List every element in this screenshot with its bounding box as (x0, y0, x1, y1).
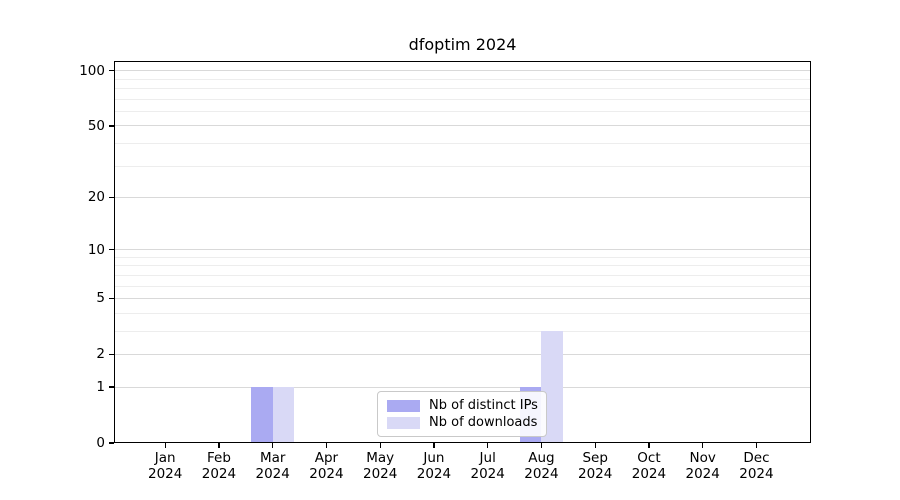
x-tick-year: 2024 (201, 466, 237, 482)
legend: Nb of distinct IPs Nb of downloads (377, 391, 547, 437)
x-tick-label: Jun 2024 (399, 450, 469, 482)
x-tick-mark (325, 443, 328, 448)
x-tick-year: 2024 (685, 466, 720, 482)
x-tick-mark (648, 443, 650, 448)
x-tick-mark (272, 443, 274, 448)
x-tick-mark (433, 443, 435, 448)
x-tick-year: 2024 (255, 466, 290, 482)
major-gridline (114, 196, 811, 198)
x-tick-mark (379, 443, 381, 448)
chart-title: dfoptim 2024 (408, 35, 517, 54)
minor-gridline (114, 165, 811, 167)
x-tick-year: 2024 (309, 466, 344, 482)
x-tick-month: Mar (259, 450, 286, 466)
x-tick-label: May 2024 (345, 450, 415, 482)
y-tick-label: 10 (87, 241, 105, 258)
legend-label-downloads: Nb of downloads (429, 415, 538, 430)
major-gridline (114, 70, 811, 72)
x-tick-month: Nov (689, 450, 716, 466)
y-tick-mark (109, 442, 114, 444)
y-tick-mark (109, 248, 114, 251)
minor-gridline (114, 330, 811, 332)
minor-gridline (114, 110, 811, 112)
legend-entry-distinct-ips: Nb of distinct IPs (387, 398, 538, 413)
y-tick-mark (109, 70, 114, 72)
major-gridline (114, 353, 811, 355)
bar-downloads (272, 387, 295, 443)
x-tick-year: 2024 (470, 466, 505, 482)
x-tick-label: Oct 2024 (614, 450, 684, 482)
legend-swatch-downloads (387, 416, 420, 429)
x-tick-month: Jul (479, 450, 496, 466)
x-tick-month: Jun (423, 450, 445, 466)
minor-gridline (114, 98, 811, 100)
x-tick-year: 2024 (148, 466, 183, 482)
x-tick-mark (164, 443, 166, 448)
bar-distinct-ips (251, 387, 273, 443)
x-tick-year: 2024 (416, 466, 452, 482)
y-tick-mark (109, 125, 114, 127)
x-tick-label: Nov 2024 (668, 450, 738, 482)
minor-gridline (114, 312, 811, 314)
x-tick-label: Apr 2024 (291, 450, 361, 482)
y-tick-label: 100 (79, 62, 105, 79)
legend-label-distinct-ips: Nb of distinct IPs (429, 398, 538, 413)
minor-gridline (114, 285, 811, 287)
y-tick-label: 20 (87, 189, 105, 206)
x-tick-year: 2024 (363, 466, 398, 482)
major-gridline (114, 297, 811, 299)
x-tick-mark (540, 443, 543, 448)
y-tick-mark (109, 386, 114, 388)
legend-entry-downloads: Nb of downloads (387, 415, 537, 430)
major-gridline (114, 125, 811, 127)
major-gridline (114, 386, 811, 388)
y-tick-label: 50 (87, 117, 105, 134)
y-tick-mark (109, 196, 114, 199)
minor-gridline (114, 265, 811, 267)
x-tick-month: Apr (314, 450, 339, 466)
minor-gridline (114, 88, 811, 90)
major-gridline (114, 249, 811, 251)
x-tick-label: Sep 2024 (560, 450, 630, 482)
x-tick-label: Dec 2024 (721, 450, 791, 482)
x-tick-label: Aug 2024 (506, 450, 576, 482)
x-tick-year: 2024 (739, 466, 774, 482)
x-tick-year: 2024 (524, 466, 559, 482)
minor-gridline (114, 78, 811, 80)
minor-gridline (114, 256, 811, 258)
y-tick-label: 2 (96, 346, 105, 363)
y-tick-label: 5 (96, 290, 105, 307)
x-tick-month: Feb (206, 450, 231, 466)
x-tick-month: Jan (154, 450, 176, 466)
minor-gridline (114, 274, 811, 276)
x-tick-year: 2024 (631, 466, 667, 482)
y-tick-mark (109, 297, 114, 300)
x-tick-month: Sep (582, 450, 608, 466)
y-tick-mark (109, 353, 114, 356)
x-tick-month: May (366, 450, 395, 466)
x-tick-label: Jul 2024 (453, 450, 523, 482)
y-tick-label: 1 (96, 379, 105, 396)
x-tick-month: Oct (637, 450, 661, 466)
minor-gridline (114, 142, 811, 144)
x-tick-label: Mar 2024 (238, 450, 308, 482)
x-tick-label: Jan 2024 (130, 450, 200, 482)
x-tick-month: Aug (528, 450, 555, 466)
legend-swatch-distinct-ips (387, 399, 420, 412)
x-tick-mark (594, 443, 596, 448)
x-tick-year: 2024 (578, 466, 613, 482)
x-tick-mark (755, 443, 758, 448)
y-tick-label: 0 (96, 435, 105, 451)
x-tick-label: Feb 2024 (184, 450, 254, 482)
x-tick-mark (487, 443, 489, 448)
x-tick-mark (702, 443, 704, 448)
x-tick-month: Dec (743, 450, 770, 466)
x-tick-mark (218, 443, 220, 448)
